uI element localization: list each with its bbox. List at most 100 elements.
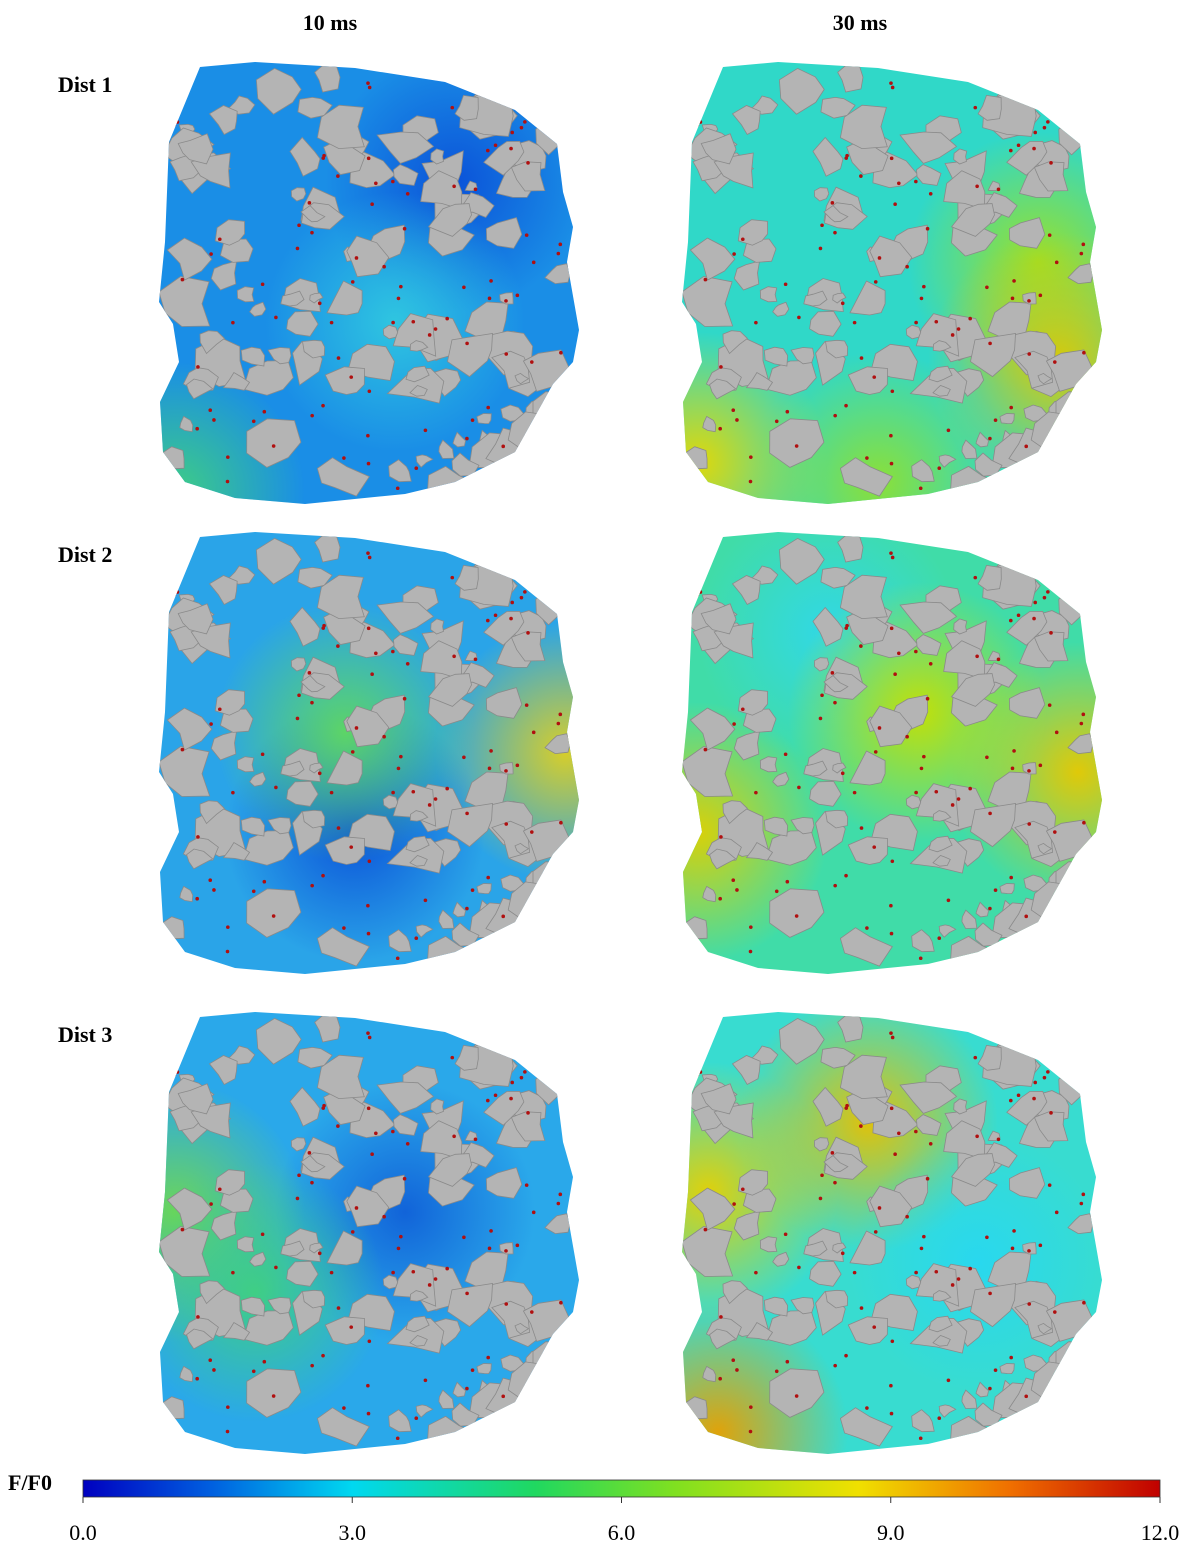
pore: [524, 1385, 571, 1419]
probe-dot: [494, 1093, 498, 1097]
probe-dot: [452, 655, 456, 659]
probe-dot: [1048, 1183, 1052, 1187]
probe-dot: [865, 456, 869, 460]
tissue-panel: [45, 1012, 585, 1462]
probe-dot: [819, 1197, 823, 1201]
probe-dot: [1032, 147, 1036, 151]
probe-dot: [704, 1228, 708, 1232]
probe-dot: [523, 120, 527, 124]
probe-dot: [549, 437, 553, 441]
probe-dot: [1039, 764, 1043, 768]
probe-dot: [997, 187, 1001, 191]
probe-dot: [411, 790, 415, 794]
pore: [683, 1012, 711, 1041]
probe-dot: [488, 297, 492, 301]
pore: [683, 532, 711, 561]
probe-dot: [1082, 1301, 1086, 1305]
probe-dot: [735, 418, 739, 422]
pore: [760, 1237, 777, 1252]
probe-dot: [424, 1378, 428, 1382]
pore: [160, 1012, 188, 1041]
probe-dot: [1027, 352, 1031, 356]
probe-dot: [975, 185, 979, 189]
probe-dot: [561, 622, 565, 626]
probe-dot: [367, 1107, 371, 1111]
probe-dot: [367, 157, 371, 161]
probe-dot: [297, 223, 301, 227]
probe-dot: [831, 671, 835, 675]
probe-dot: [561, 1102, 565, 1106]
probe-dot: [1088, 643, 1092, 647]
probe-dot: [937, 936, 941, 940]
probe-dot: [196, 1315, 200, 1319]
probe-dot: [860, 1306, 864, 1310]
probe-dot: [797, 316, 801, 320]
probe-dot: [424, 898, 428, 902]
probe-dot: [504, 352, 508, 356]
probe-dot: [565, 1123, 569, 1127]
probe-dot: [516, 764, 520, 768]
probe-dot: [922, 285, 926, 289]
probe-dot: [732, 1202, 736, 1206]
probe-dot: [859, 644, 863, 648]
colorbar-tick-label: 0.0: [69, 1520, 97, 1545]
probe-dot: [226, 1430, 230, 1434]
probe-dot: [1009, 1356, 1013, 1360]
probe-dot: [1017, 613, 1021, 617]
probe-dot: [310, 414, 314, 418]
probe-dot: [833, 231, 837, 235]
probe-dot: [775, 419, 779, 423]
probe-dot: [917, 1017, 921, 1021]
pore: [760, 757, 777, 772]
probe-dot: [549, 1387, 553, 1391]
probe-dot: [422, 542, 426, 546]
probe-dot: [196, 365, 200, 369]
probe-dot: [272, 1394, 276, 1398]
probe-dot: [934, 320, 938, 324]
row-label: Dist 3: [58, 1022, 112, 1047]
probe-dot: [1046, 120, 1050, 124]
probe-dot: [865, 926, 869, 930]
probe-dot: [263, 880, 267, 884]
probe-dot: [414, 936, 418, 940]
probe-dot: [833, 1364, 837, 1368]
probe-dot: [897, 181, 901, 185]
probe-dot: [841, 301, 845, 305]
column-header: 10 ms: [303, 10, 358, 35]
probe-dot: [336, 644, 340, 648]
probe-dot: [367, 462, 371, 466]
probe-dot: [367, 932, 371, 936]
probe-dot: [322, 154, 326, 158]
probe-dot: [833, 701, 837, 705]
probe-dot: [370, 1152, 374, 1156]
probe-dot: [914, 180, 918, 184]
probe-dot: [195, 1377, 199, 1381]
probe-dot: [1009, 1099, 1013, 1103]
pore: [1057, 89, 1072, 104]
probe-dot: [465, 1292, 469, 1296]
probe-dot: [1046, 1070, 1050, 1074]
probe-dot: [920, 297, 924, 301]
probe-dot: [308, 201, 312, 205]
probe-dot: [523, 590, 527, 594]
probe-dot: [424, 428, 428, 432]
probe-dot: [951, 333, 955, 337]
probe-dot: [399, 285, 403, 289]
probe-dot: [975, 655, 979, 659]
probe-dot: [504, 1302, 508, 1306]
probe-dot: [529, 478, 533, 482]
probe-dot: [218, 1187, 222, 1191]
probe-dot: [1080, 722, 1084, 726]
probe-dot: [336, 1124, 340, 1128]
probe-dot: [853, 1271, 857, 1275]
probe-dot: [749, 1405, 753, 1409]
probe-dot: [486, 1099, 490, 1103]
probe-dot: [465, 907, 469, 911]
probe-dot: [231, 321, 235, 325]
probe-dot: [297, 1173, 301, 1177]
probe-dot: [374, 1131, 378, 1135]
probe-dot: [786, 1360, 790, 1364]
probe-dot: [985, 1235, 989, 1239]
probe-dot: [509, 147, 513, 151]
probe-dot: [1049, 161, 1053, 165]
